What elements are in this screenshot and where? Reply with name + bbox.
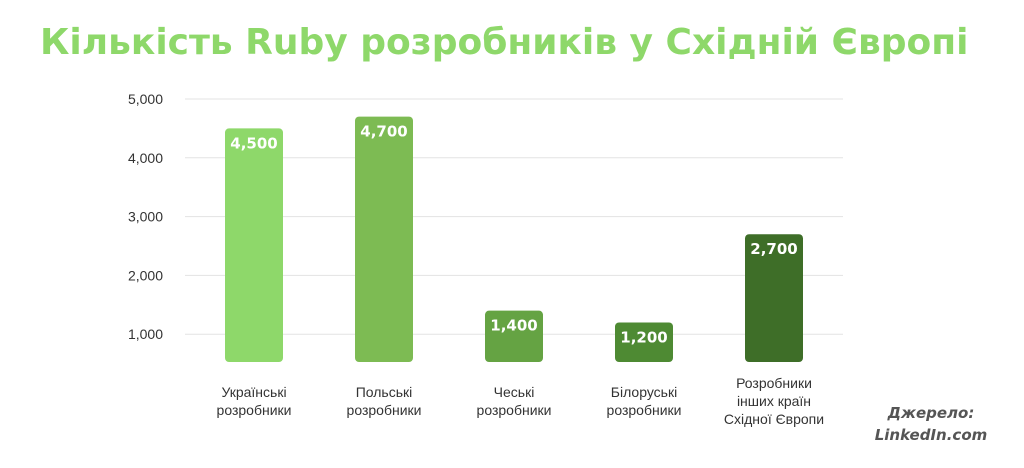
category-label: Східної Європи	[724, 411, 824, 427]
y-tick-label: 2,000	[128, 267, 163, 283]
y-tick-label: 4,000	[128, 150, 163, 166]
y-tick-label: 1,000	[128, 326, 163, 342]
data-label: 4,500	[230, 134, 277, 152]
data-label: 1,200	[620, 328, 667, 346]
category-label: Польські	[356, 384, 413, 400]
category-label: розробники	[347, 402, 422, 418]
bar	[355, 116, 413, 362]
source-note: Джерело: LinkedIn.com	[866, 402, 996, 446]
source-value: LinkedIn.com	[874, 426, 988, 444]
bars	[225, 116, 803, 362]
y-tick-label: 3,000	[128, 209, 163, 225]
bar	[485, 310, 543, 362]
category-label: розробники	[477, 402, 552, 418]
bar	[225, 128, 283, 362]
bar	[615, 322, 673, 362]
category-label: Українські	[221, 384, 286, 400]
chart-title: Кількість Ruby розробників у Східній Євр…	[40, 22, 969, 63]
category-label: Чеські	[494, 384, 535, 400]
data-label: 1,400	[490, 317, 537, 335]
category-label: Білоруські	[611, 384, 677, 400]
bar	[745, 234, 803, 362]
category-label: Розробники	[736, 375, 812, 391]
source-label: Джерело:	[887, 404, 975, 422]
y-tick-label: 5,000	[128, 91, 163, 107]
data-label: 2,700	[750, 240, 797, 258]
grid-lines	[185, 98, 843, 335]
category-label: інших країн	[737, 393, 811, 409]
category-labels: Українські розробники Польські розробники Че…	[217, 375, 825, 427]
category-label: розробники	[217, 402, 292, 418]
y-axis-tick-labels: 1,000 2,000 3,000 4,000 5,000	[128, 91, 163, 342]
data-labels: 4,500 4,700 1,400 1,200 2,700	[230, 123, 797, 347]
data-label: 4,700	[360, 123, 407, 141]
category-label: розробники	[607, 402, 682, 418]
